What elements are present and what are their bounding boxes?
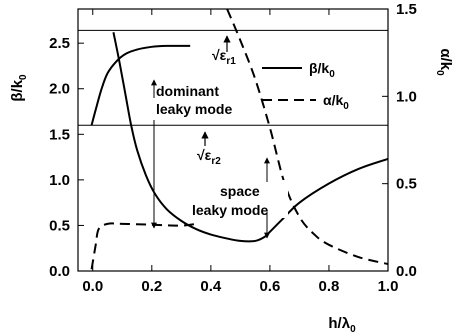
hline-label-er2: √εr2 [197, 147, 221, 167]
x-tick-label: 0.8 [319, 278, 340, 295]
y-right-tick-label: 0.5 [396, 176, 417, 193]
hline-label-er1: √εr1 [212, 47, 236, 67]
plot-frame [77, 8, 389, 272]
legend: β/k0 α/k0 [262, 60, 349, 112]
alpha-curve-segment-1 [90, 222, 197, 270]
x-tick-label: 0.0 [82, 278, 103, 295]
annotation-space-bg [188, 180, 288, 218]
y-left-tick-label: 2.0 [49, 81, 70, 98]
y-left-tick-label: 1.5 [49, 126, 70, 143]
y-right-tick-label: 1.5 [396, 1, 417, 18]
y-left-tick-label: 2.5 [49, 35, 70, 52]
beta-curve-segment-2 [112, 32, 389, 243]
y-left-tick-label: 1.0 [49, 172, 70, 189]
alpha-curve-segment-2 [226, 8, 389, 265]
y-left-axis-ticks: 0.0 0.5 1.0 1.5 2.0 2.5 [49, 35, 84, 280]
y-right-tick-label: 0.0 [396, 263, 417, 280]
annotation-space-line2: leaky mode [192, 202, 268, 218]
beta-curve-segment-1 [90, 44, 191, 126]
legend-label-alpha: α/k0 [323, 92, 349, 112]
annotation-space-line1: space [220, 183, 260, 199]
y-right-tick-label: 1.0 [396, 88, 417, 105]
annotation-dominant-line1: dominant [156, 83, 219, 99]
x-axis-label: h/λ0 [328, 315, 356, 335]
x-axis-ticks: 0.0 0.2 0.4 0.6 0.8 1.0 [82, 9, 398, 295]
x-tick-label: 0.4 [200, 278, 222, 295]
legend-label-beta: β/k0 [309, 60, 335, 80]
x-tick-label: 0.6 [259, 278, 280, 295]
x-tick-label: 0.2 [141, 278, 162, 295]
annotation-dominant-bg [150, 80, 230, 120]
y-right-axis-label: α/k0 [434, 48, 454, 76]
y-left-tick-label: 0.5 [49, 217, 70, 234]
reference-lines [78, 29, 388, 126]
x-tick-label: 1.0 [378, 278, 399, 295]
y-left-axis-label: β/k0 [9, 74, 29, 102]
data-series [90, 8, 389, 270]
y-left-tick-label: 0.0 [49, 263, 70, 280]
y-right-axis-ticks: 0.0 0.5 1.0 1.5 [382, 1, 417, 280]
annotation-dominant-line2: leaky mode [156, 101, 232, 117]
